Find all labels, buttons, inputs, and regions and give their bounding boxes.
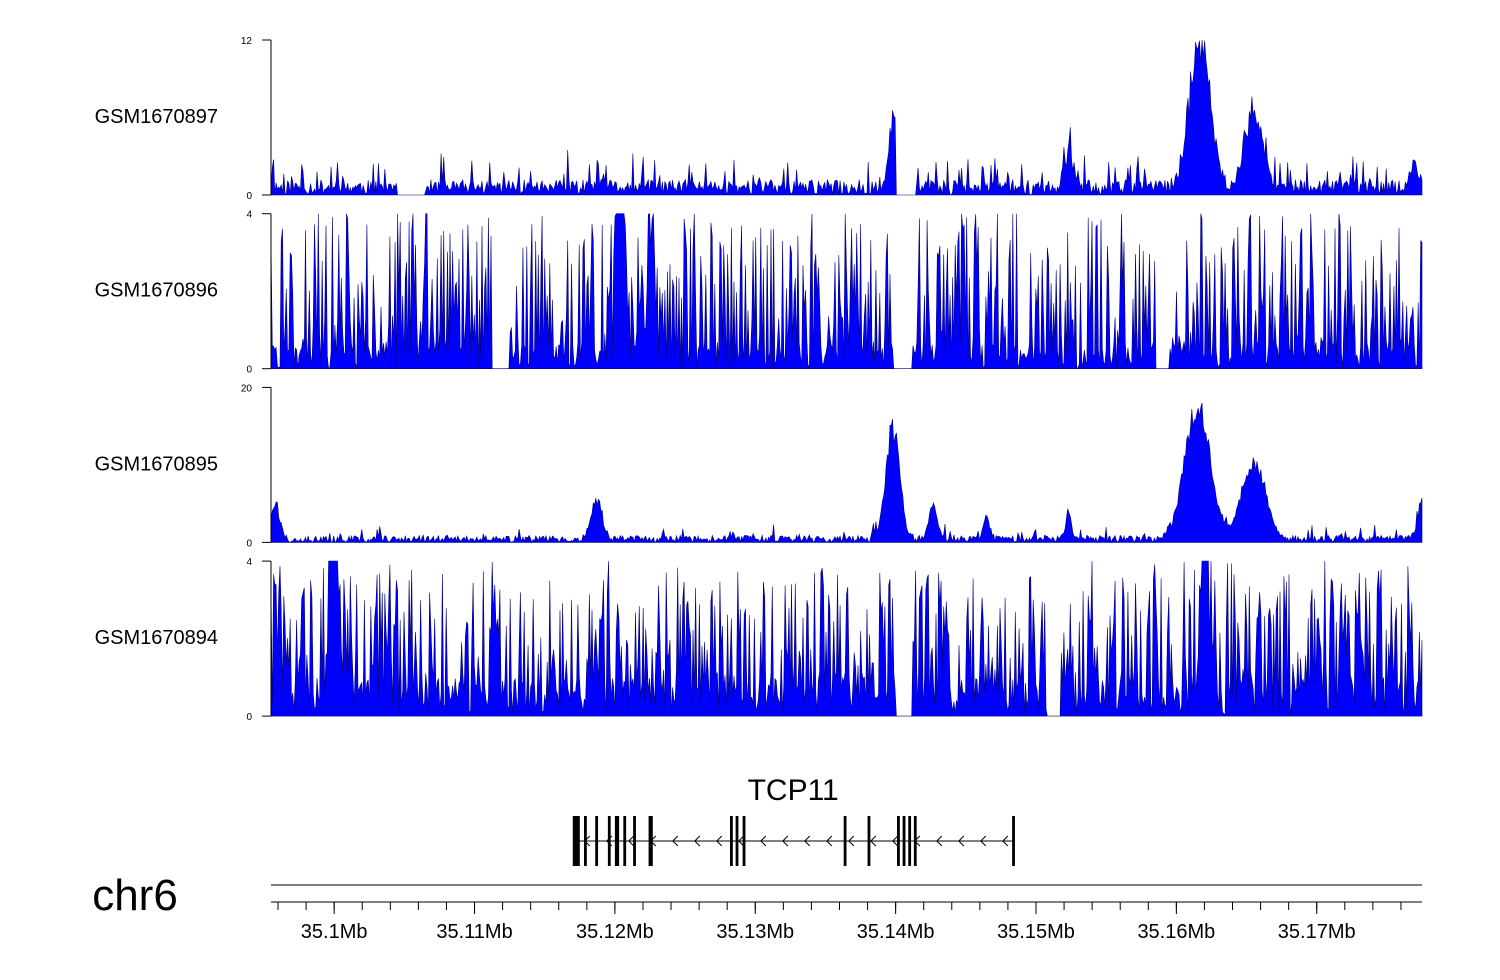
exon — [908, 816, 912, 866]
strand-arrow — [716, 835, 723, 847]
exon — [614, 816, 620, 866]
y-tick-label-max: 4 — [246, 210, 252, 221]
x-tick-label: 35.14Mb — [857, 921, 935, 943]
strand-arrow — [892, 835, 899, 847]
track-label: GSM1670894 — [95, 627, 218, 649]
track-GSM1670895: 20 0 GSM1670895 — [95, 383, 1423, 549]
exon — [742, 816, 746, 866]
exon — [843, 816, 847, 866]
exon — [1012, 816, 1015, 866]
x-tick-label: 35.15Mb — [997, 921, 1075, 943]
track-GSM1670894: 4 0 GSM1670894 — [95, 557, 1423, 723]
track-GSM1670896: 4 0 GSM1670896 — [95, 210, 1423, 376]
coverage-area — [270, 560, 1423, 717]
strand-arrow — [870, 835, 877, 847]
exon — [902, 816, 906, 866]
exon — [648, 816, 653, 866]
exon — [897, 816, 900, 866]
x-tick-label: 35.13Mb — [716, 921, 794, 943]
exon — [867, 816, 871, 866]
strand-arrow — [936, 835, 943, 847]
strand-arrow — [628, 835, 635, 847]
strand-arrow — [848, 835, 855, 847]
coverage-area — [270, 402, 1423, 544]
chromosome-label: chr6 — [92, 871, 178, 920]
strand-arrow — [760, 835, 767, 847]
y-tick-label-min: 0 — [246, 538, 252, 549]
track-GSM1670897: 12 0 GSM1670897 — [95, 36, 1423, 202]
coverage-area — [270, 213, 1423, 370]
strand-arrow — [980, 835, 987, 847]
exon — [572, 816, 580, 866]
strand-arrow — [738, 835, 745, 847]
exon — [913, 816, 917, 866]
gene-name-label: TCP11 — [748, 774, 839, 807]
y-tick-label-max: 20 — [241, 383, 253, 394]
exon — [607, 816, 611, 866]
strand-arrow — [826, 835, 833, 847]
y-tick-label-min: 0 — [246, 712, 252, 723]
exon — [595, 816, 599, 866]
y-tick-label-max: 4 — [246, 557, 252, 568]
x-tick-label: 35.1Mb — [301, 921, 368, 943]
x-tick-label: 35.11Mb — [436, 921, 512, 943]
genome-axis: chr6 35.1Mb 35.11Mb 35.12Mb 35.13Mb 35.14Mb 3… — [92, 871, 1422, 943]
exon — [584, 816, 587, 866]
x-tick-label: 35.16Mb — [1137, 921, 1215, 943]
exon — [729, 816, 733, 866]
strand-arrow — [804, 835, 811, 847]
strand-arrow — [782, 835, 789, 847]
strand-arrow — [672, 835, 679, 847]
y-tick-label-max: 12 — [241, 36, 253, 47]
x-tick-label: 35.17Mb — [1278, 921, 1356, 943]
exon — [633, 816, 636, 866]
y-tick-label-min: 0 — [246, 191, 252, 202]
coverage-area — [270, 39, 1423, 196]
strand-arrow — [694, 835, 701, 847]
track-label: GSM1670897 — [95, 106, 218, 128]
y-tick-label-min: 0 — [246, 365, 252, 376]
exon — [623, 816, 627, 866]
track-label: GSM1670895 — [95, 453, 218, 475]
exon — [735, 816, 739, 866]
x-tick-label: 35.12Mb — [576, 921, 654, 943]
coverage-tracks: 12 0 GSM1670897 4 0 GSM1670896 20 0 GSM1670895 4 0… — [95, 36, 1423, 723]
gene-track: TCP11 — [572, 774, 1015, 866]
track-label: GSM1670896 — [95, 280, 218, 302]
strand-arrow — [1002, 835, 1009, 847]
strand-arrow — [958, 835, 965, 847]
